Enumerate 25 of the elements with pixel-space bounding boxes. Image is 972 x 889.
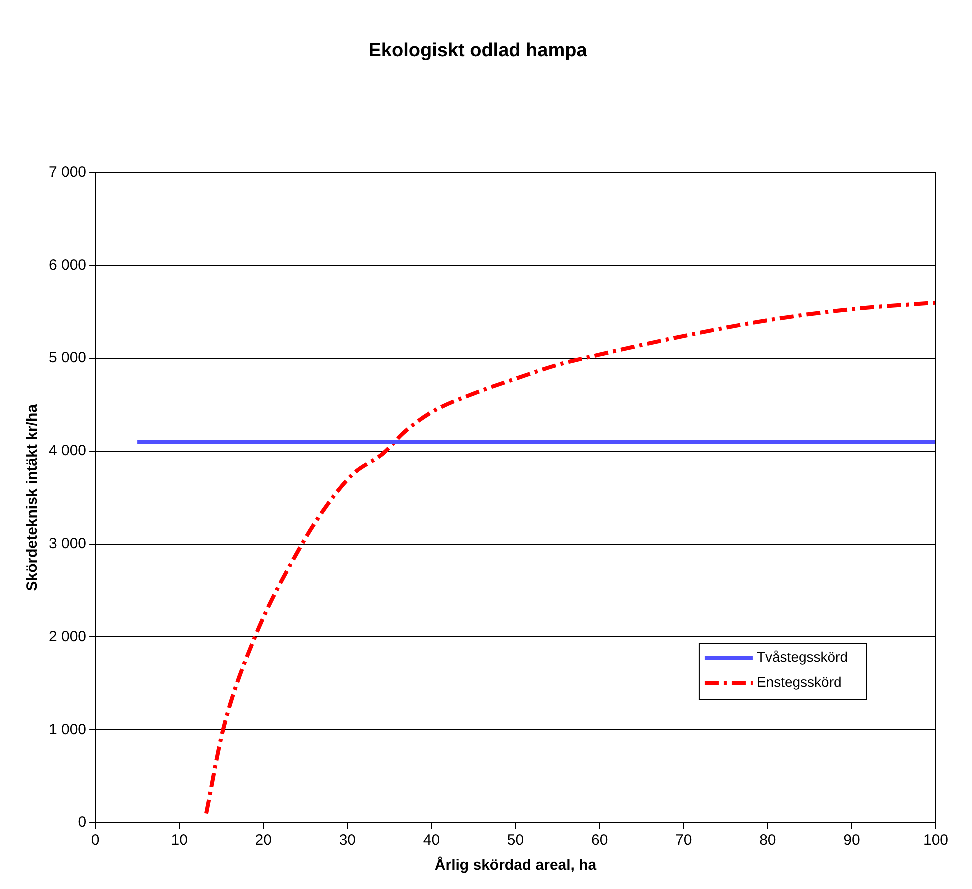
y-tick-label: 6 000 [48, 256, 87, 274]
x-axis-title: Årlig skördad areal, ha [434, 856, 598, 874]
x-tick-label: 50 [507, 832, 524, 850]
x-tick-label: 10 [171, 832, 188, 850]
x-tick-label: 20 [255, 832, 272, 850]
x-tick-label: 40 [423, 832, 440, 850]
y-tick-label: 4 000 [48, 442, 87, 460]
x-tick-label: 30 [339, 832, 356, 850]
y-tick-label: 3 000 [48, 535, 87, 552]
y-tick-label: 1 000 [48, 721, 87, 738]
x-tick-label: 90 [844, 832, 860, 850]
x-tick-label: 70 [676, 832, 692, 850]
x-tick-label: 60 [591, 832, 608, 850]
y-tick-label: 7 000 [48, 164, 87, 181]
y-tick-label: 5 000 [48, 350, 87, 367]
legend-label: Tvåstegsskörd [756, 648, 848, 665]
legend-label: Enstegsskörd [756, 674, 842, 690]
y-tick-label: 0 [78, 814, 87, 832]
x-tick-label: 80 [760, 832, 776, 850]
line-series [204, 300, 936, 816]
y-tick-label: 2 000 [48, 628, 87, 646]
chart-title: Ekologiskt odlad hampa [368, 40, 588, 62]
y-axis-title: Skördeteknisk intäkt kr/ha [24, 404, 42, 592]
x-tick-label: 100 [923, 832, 949, 850]
x-tick-label: 0 [91, 832, 100, 850]
